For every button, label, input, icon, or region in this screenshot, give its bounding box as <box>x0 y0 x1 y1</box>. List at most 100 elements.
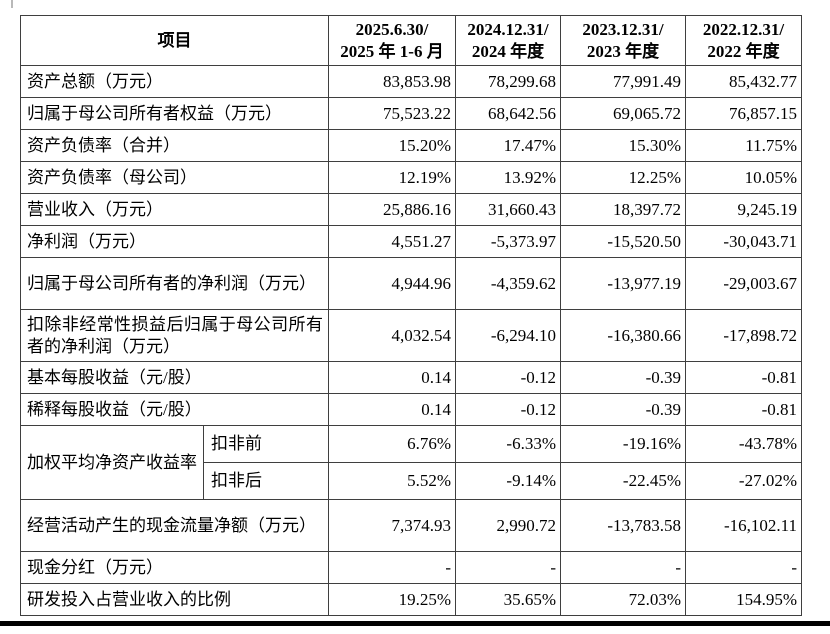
cell-value: 17.47% <box>455 129 561 162</box>
page-divider-rule <box>0 621 830 626</box>
cell-value: 12.25% <box>560 161 686 194</box>
cell-value: 12.19% <box>328 161 456 194</box>
row-label: 研发投入占营业收入的比例 <box>20 583 329 616</box>
row-label: 现金分红（万元） <box>20 551 329 584</box>
cell-value: 68,642.56 <box>455 97 561 130</box>
table-row-parent-net-profit: 归属于母公司所有者的净利润（万元） 4,944.96 -4,359.62 -13… <box>20 257 802 310</box>
table-row-total-assets: 资产总额（万元） 83,853.98 78,299.68 77,991.49 8… <box>20 65 802 98</box>
column-header-period-2022: 2022.12.31/ 2022 年度 <box>685 15 802 66</box>
table-row-debt-ratio-parent: 资产负债率（母公司） 12.19% 13.92% 12.25% 10.05% <box>20 161 802 194</box>
cell-value: 75,523.22 <box>328 97 456 130</box>
table-row-revenue: 营业收入（万元） 25,886.16 31,660.43 18,397.72 9… <box>20 193 802 226</box>
table-row-roe-before-deduction: 加权平均净资产收益率 扣非前 6.76% -6.33% -19.16% -43.… <box>20 425 802 500</box>
cell-value: 72.03% <box>560 583 686 616</box>
cell-value: -13,977.19 <box>560 257 686 310</box>
cell-value: -0.81 <box>685 393 802 426</box>
cell-value: 15.30% <box>560 129 686 162</box>
row-label: 基本每股收益（元/股） <box>20 361 329 394</box>
table-row-operating-cash-flow: 经营活动产生的现金流量净额（万元） 7,374.93 2,990.72 -13,… <box>20 499 802 552</box>
cell-value: 154.95% <box>685 583 802 616</box>
cell-value: 83,853.98 <box>328 65 456 98</box>
table-row-diluted-eps: 稀释每股收益（元/股） 0.14 -0.12 -0.39 -0.81 <box>20 393 802 426</box>
cell-value: 6.76% <box>328 425 456 463</box>
period-line: 2024.12.31/ <box>467 19 549 39</box>
column-header-period-2025: 2025.6.30/ 2025 年 1-6 月 <box>328 15 456 66</box>
table-row-deducted-net-profit: 扣除非经常性损益后归属于母公司所有者的净利润（万元） 4,032.54 -6,2… <box>20 309 802 362</box>
cell-value: -15,520.50 <box>560 225 686 258</box>
cell-value: -43.78% <box>685 425 802 463</box>
row-group-label: 加权平均净资产收益率 <box>20 425 204 500</box>
cell-value: -5,373.97 <box>455 225 561 258</box>
column-header-item: 项目 <box>20 15 329 66</box>
period-line: 2023.12.31/ <box>582 19 664 39</box>
cell-value: 85,432.77 <box>685 65 802 98</box>
border-artifact <box>11 0 13 8</box>
cell-value: - <box>560 551 686 584</box>
cell-value: 69,065.72 <box>560 97 686 130</box>
row-label: 资产总额（万元） <box>20 65 329 98</box>
cell-value: 19.25% <box>328 583 456 616</box>
cell-value: -0.12 <box>455 393 561 426</box>
cell-value: 0.14 <box>328 361 456 394</box>
cell-value: -16,102.11 <box>685 499 802 552</box>
row-label: 资产负债率（合并） <box>20 129 329 162</box>
cell-value: 31,660.43 <box>455 193 561 226</box>
cell-value: 10.05% <box>685 161 802 194</box>
cell-value: -16,380.66 <box>560 309 686 362</box>
cell-value: 9,245.19 <box>685 193 802 226</box>
cell-value: - <box>328 551 456 584</box>
cell-value: 4,032.54 <box>328 309 456 362</box>
cell-value: 76,857.15 <box>685 97 802 130</box>
table-header-row: 项目 2025.6.30/ 2025 年 1-6 月 2024.12.31/ 2… <box>20 15 802 66</box>
table-row-debt-ratio-consolidated: 资产负债率（合并） 15.20% 17.47% 15.30% 11.75% <box>20 129 802 162</box>
column-header-period-2023: 2023.12.31/ 2023 年度 <box>560 15 686 66</box>
row-sub-label: 扣非前 <box>203 425 329 463</box>
cell-value: -0.39 <box>560 361 686 394</box>
cell-value: 78,299.68 <box>455 65 561 98</box>
cell-value: - <box>455 551 561 584</box>
row-label: 经营活动产生的现金流量净额（万元） <box>20 499 329 552</box>
period-line: 2022.12.31/ <box>702 19 785 39</box>
cell-value: -6,294.10 <box>455 309 561 362</box>
cell-value: 7,374.93 <box>328 499 456 552</box>
cell-value: 4,551.27 <box>328 225 456 258</box>
cell-value: 13.92% <box>455 161 561 194</box>
period-line: 2024 年度 <box>471 41 545 61</box>
table-row-rd-revenue-ratio: 研发投入占营业收入的比例 19.25% 35.65% 72.03% 154.95… <box>20 583 802 616</box>
cell-value: 11.75% <box>685 129 802 162</box>
financial-summary-table: 项目 2025.6.30/ 2025 年 1-6 月 2024.12.31/ 2… <box>20 15 802 616</box>
cell-value: -4,359.62 <box>455 257 561 310</box>
cell-value: -19.16% <box>560 425 686 463</box>
period-line: 2023 年度 <box>586 41 660 61</box>
cell-value: -9.14% <box>455 462 561 500</box>
cell-value: -29,003.67 <box>685 257 802 310</box>
cell-value: 0.14 <box>328 393 456 426</box>
cell-value: - <box>685 551 802 584</box>
row-label: 扣除非经常性损益后归属于母公司所有者的净利润（万元） <box>20 309 329 362</box>
cell-value: 35.65% <box>455 583 561 616</box>
cell-value: -13,783.58 <box>560 499 686 552</box>
cell-value: 77,991.49 <box>560 65 686 98</box>
table-row-cash-dividend: 现金分红（万元） - - - - <box>20 551 802 584</box>
row-label: 净利润（万元） <box>20 225 329 258</box>
column-header-period-2024: 2024.12.31/ 2024 年度 <box>455 15 561 66</box>
cell-value: -0.81 <box>685 361 802 394</box>
row-label: 归属于母公司所有者权益（万元） <box>20 97 329 130</box>
cell-value: -30,043.71 <box>685 225 802 258</box>
cell-value: -22.45% <box>560 462 686 500</box>
cell-value: 2,990.72 <box>455 499 561 552</box>
table-row-parent-equity: 归属于母公司所有者权益（万元） 75,523.22 68,642.56 69,0… <box>20 97 802 130</box>
table-row-roe-after-deduction: 扣非后 5.52% -9.14% -22.45% -27.02% <box>21 462 802 500</box>
period-line: 2025 年 1-6 月 <box>340 41 444 61</box>
row-label: 营业收入（万元） <box>20 193 329 226</box>
row-sub-label: 扣非后 <box>203 462 329 500</box>
cell-value: -0.12 <box>455 361 561 394</box>
table-row-basic-eps: 基本每股收益（元/股） 0.14 -0.12 -0.39 -0.81 <box>20 361 802 394</box>
cell-value: -17,898.72 <box>685 309 802 362</box>
period-line: 2022 年度 <box>707 41 780 61</box>
cell-value: 18,397.72 <box>560 193 686 226</box>
cell-value: 4,944.96 <box>328 257 456 310</box>
cell-value: -0.39 <box>560 393 686 426</box>
row-label: 稀释每股收益（元/股） <box>20 393 329 426</box>
row-label: 归属于母公司所有者的净利润（万元） <box>20 257 329 310</box>
